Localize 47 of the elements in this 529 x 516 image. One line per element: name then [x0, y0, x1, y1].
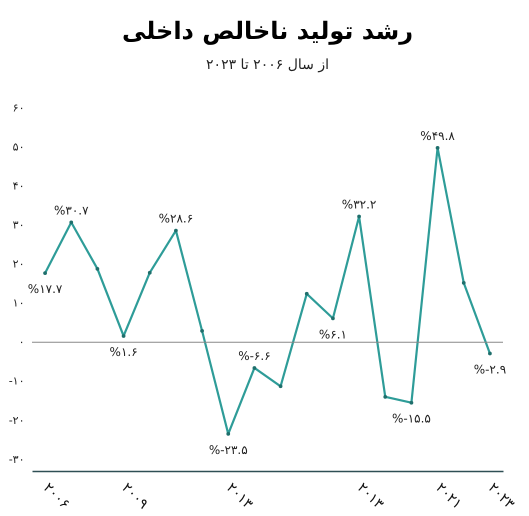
chart-title: رشد تولید ناخالص داخلی [122, 17, 414, 45]
point [200, 329, 204, 333]
y-tick-label: ۲۰ [12, 258, 24, 271]
point [383, 394, 388, 399]
data-label: %-۲۳.۵ [208, 442, 248, 457]
x-tick-label: ۲۰۱۳ [354, 480, 387, 513]
point [278, 384, 282, 388]
point [410, 400, 414, 405]
data-label: %۳۰.۷ [54, 203, 90, 218]
y-tick-label: ۳۰ [12, 218, 24, 232]
y-tick-label: ۱۰ [12, 296, 24, 310]
data-label: %-۶.۶ [238, 348, 271, 363]
data-label: %۱۷.۷ [28, 282, 63, 296]
y-tick-label: ۵۰ [12, 140, 24, 154]
data-label: %۱.۶ [110, 344, 138, 359]
x-tick-label: ۲۰۰۹ [118, 480, 152, 512]
point [357, 214, 361, 218]
data-label: %۲۸.۶ [158, 212, 194, 226]
point [122, 334, 126, 338]
y-tick-label: -۳۰ [8, 452, 24, 466]
x-tick-label: ۲۰۱۳ [223, 480, 256, 513]
point [304, 292, 309, 296]
chart-subtitle: از سال ۲۰۰۶ تا ۲۰۲۳ [206, 57, 329, 73]
point [436, 146, 440, 150]
y-tick-label: -۲۰ [8, 414, 24, 427]
data-label: %۴۹.۸ [420, 128, 456, 143]
point [488, 352, 492, 356]
data-label: %-۱۵.۵ [392, 412, 431, 426]
x-tick-label: ۲۰۰۶ [40, 480, 73, 512]
point [462, 280, 466, 285]
data-label: %۶.۱ [318, 327, 347, 342]
y-tick-label: ۰ [18, 336, 24, 349]
point [43, 271, 47, 275]
data-label: %-۲.۹ [474, 362, 506, 377]
point [331, 316, 335, 320]
y-tick-label: ۶۰ [12, 102, 24, 114]
point [96, 266, 100, 271]
point [226, 432, 230, 436]
point [69, 220, 74, 224]
x-tick-label: ۲۰۲۱ [432, 480, 466, 512]
point [252, 366, 256, 370]
point [174, 228, 178, 232]
data-label: %۳۲.۲ [342, 198, 376, 212]
point [148, 270, 152, 275]
y-tick-label: -۱۰ [8, 374, 24, 388]
y-tick-label: ۴۰ [12, 180, 24, 193]
x-tick-label: ۲۰۲۳ [484, 480, 518, 513]
